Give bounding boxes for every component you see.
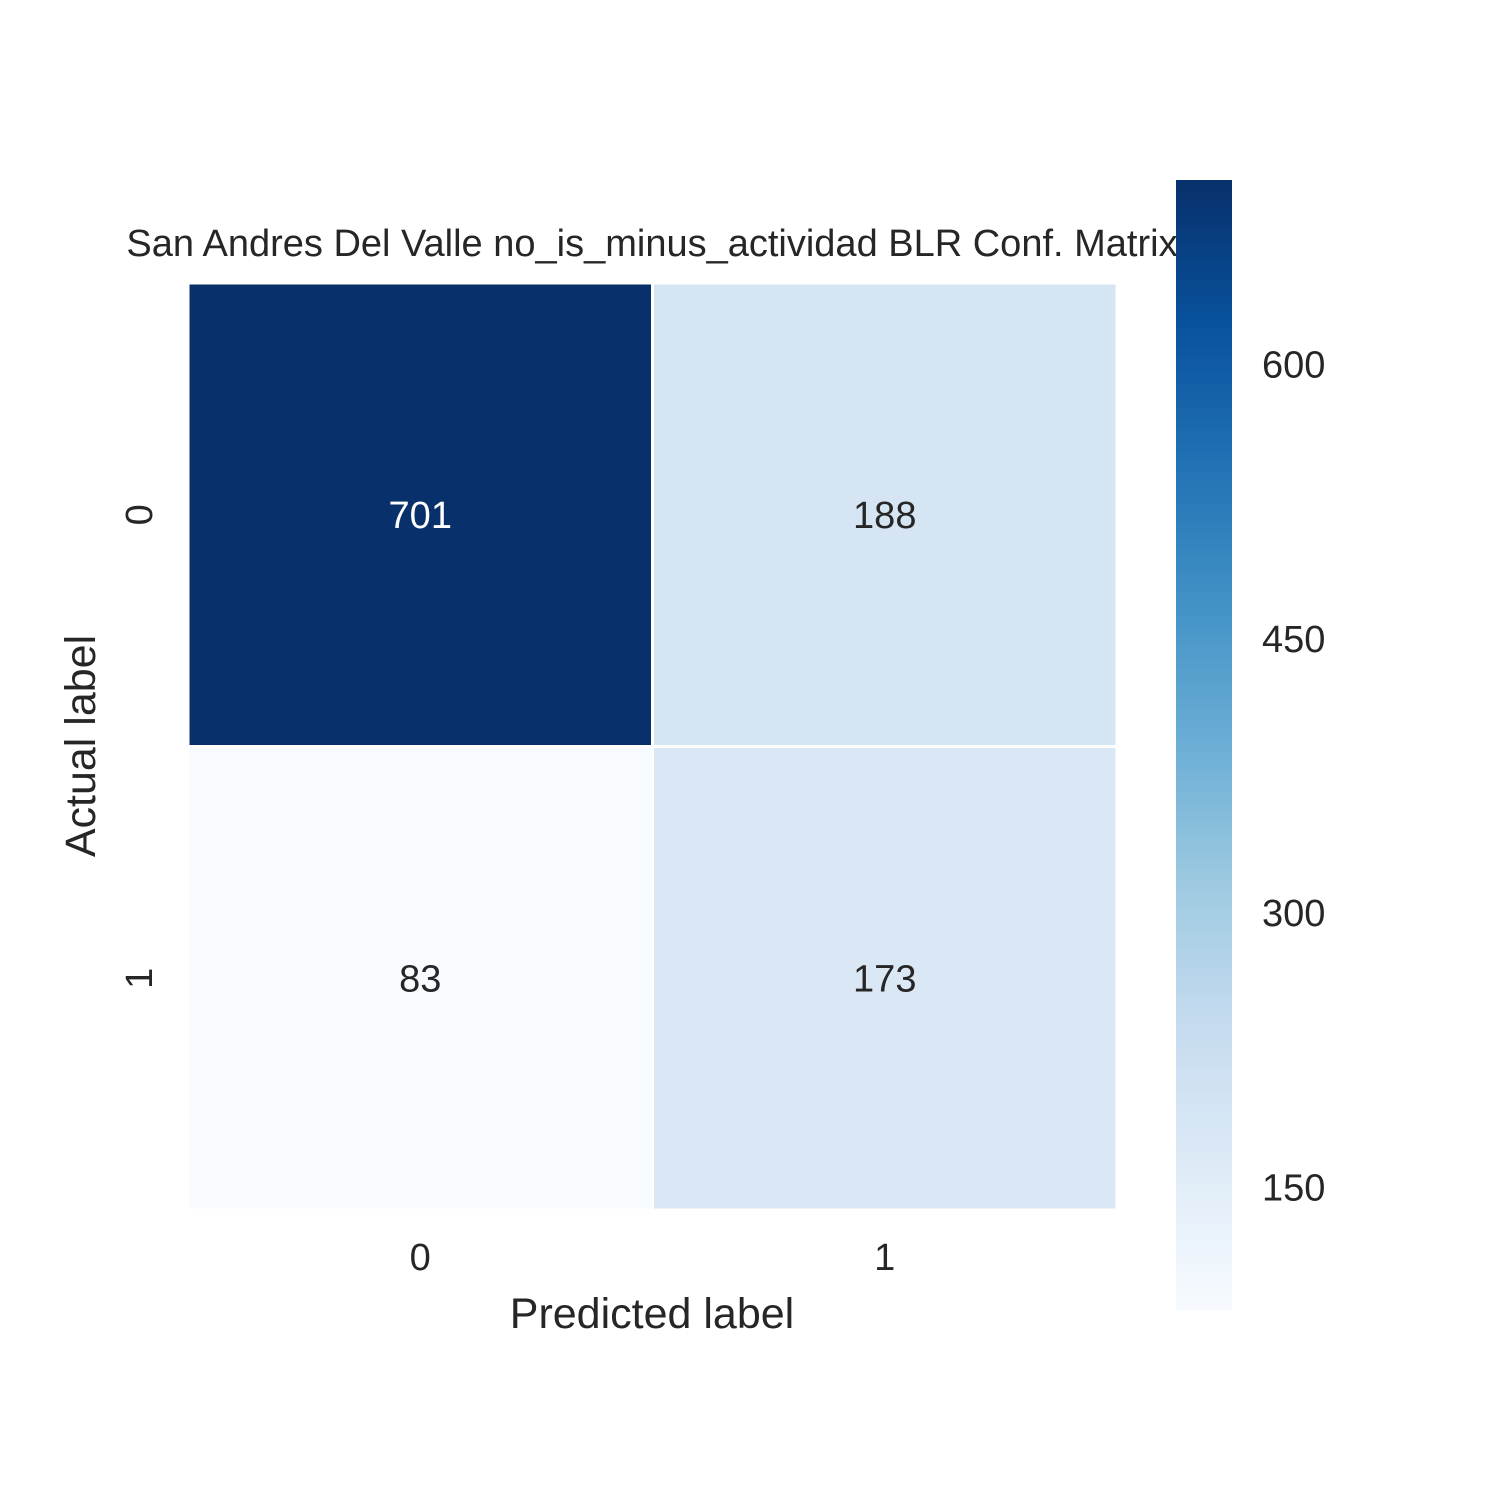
cell-value-1-1: 173: [853, 958, 916, 1000]
x-axis-label: Predicted label: [510, 1290, 794, 1338]
cell-value-1-0: 83: [399, 958, 441, 1000]
heatmap-cell-1-1: [651, 745, 1119, 1212]
colorbar-tick-label: 300: [1262, 893, 1325, 935]
cell-value-0-0: 701: [389, 495, 452, 537]
cell-value-labels: 701 188 83 173: [389, 495, 917, 1001]
heatmap-cell-0-0: [186, 281, 654, 748]
y-tick-label: 0: [119, 504, 161, 525]
colorbar-tick-label: 450: [1262, 619, 1325, 661]
x-tick-label: 0: [410, 1237, 431, 1279]
colorbar: [1176, 180, 1232, 1310]
y-tick-label: 1: [119, 968, 161, 989]
chart-title: San Andres Del Valle no_is_minus_activid…: [126, 223, 1177, 265]
colorbar-tick-label: 600: [1262, 345, 1325, 387]
y-tick-labels: 01: [119, 504, 161, 989]
cell-value-0-1: 188: [853, 495, 916, 537]
colorbar-tick-label: 150: [1262, 1167, 1325, 1209]
x-tick-label: 1: [874, 1237, 895, 1279]
heatmap-cell-1-0: [186, 745, 654, 1212]
heatmap-cell-0-1: [651, 281, 1119, 748]
colorbar-tick-labels: 150 300 450 600: [1262, 345, 1325, 1210]
heatmap-cells: [186, 281, 1119, 1212]
y-axis-label: Actual label: [57, 635, 105, 857]
